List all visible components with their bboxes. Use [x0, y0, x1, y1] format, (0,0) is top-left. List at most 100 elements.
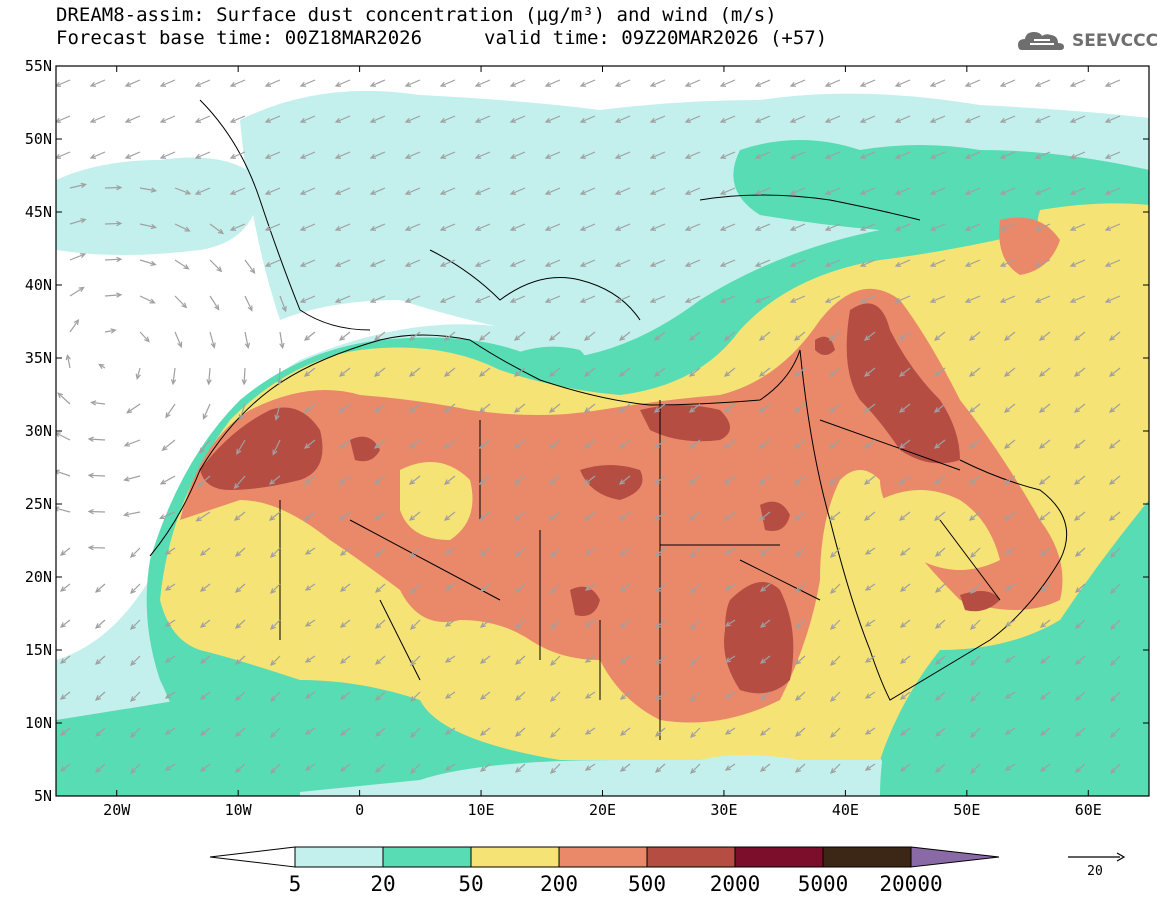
wind-arrowhead — [513, 371, 521, 377]
wind-arrow — [725, 547, 736, 555]
wind-arrowhead — [509, 261, 517, 267]
wind-arrowhead — [894, 189, 902, 195]
wind-arrow — [620, 583, 631, 592]
wind-arrow — [860, 115, 876, 123]
wind-arrow — [165, 403, 176, 418]
wind-arrowhead — [614, 153, 622, 159]
wind-arrowhead — [369, 297, 377, 303]
wind-arrowhead — [513, 443, 521, 449]
wind-arrow — [620, 547, 631, 556]
wind-arrowhead — [404, 153, 412, 159]
wind-arrow — [935, 691, 946, 701]
wind-arrowhead — [1038, 479, 1046, 485]
wind-arrow — [339, 403, 351, 413]
wind-arrow — [725, 727, 736, 735]
wind-arrowhead — [614, 81, 622, 87]
wind-arrowhead — [439, 81, 447, 87]
wind-arrowhead — [933, 335, 941, 341]
wind-arrow — [514, 439, 526, 449]
wind-arrowhead — [754, 225, 762, 231]
wind-arrow — [619, 331, 631, 341]
wind-arrow — [895, 259, 911, 267]
wind-arrow — [755, 295, 771, 303]
wind-arrowhead — [1110, 624, 1116, 630]
wind-arrowhead — [116, 292, 123, 298]
wind-arrow — [479, 403, 491, 413]
wind-arrowhead — [80, 182, 87, 188]
wind-arrowhead — [859, 189, 867, 195]
wind-arrowhead — [964, 261, 972, 267]
wind-arrowhead — [584, 549, 592, 555]
wind-arrow — [480, 727, 491, 736]
wind-arrow — [236, 439, 246, 455]
wind-arrow — [374, 439, 386, 449]
wind-arrow — [475, 151, 491, 159]
wind-arrowhead — [339, 550, 347, 556]
wind-arrow — [584, 403, 596, 413]
wind-arrow — [615, 115, 631, 123]
wind-arrowhead — [339, 694, 347, 700]
wind-arrow — [1004, 511, 1016, 521]
wind-arrow — [440, 79, 456, 87]
wind-arrowhead — [579, 81, 587, 87]
wind-arrowhead — [789, 261, 797, 267]
wind-arrowhead — [970, 552, 976, 558]
wind-arrow — [1035, 151, 1051, 159]
wind-arrow — [690, 727, 701, 738]
wind-arrowhead — [94, 767, 101, 773]
wind-arrowhead — [89, 117, 97, 123]
wind-arrowhead — [229, 153, 237, 159]
wind-arrowhead — [863, 479, 871, 485]
wind-arrow — [690, 547, 701, 558]
wind-arrow — [965, 223, 981, 231]
wind-arrow — [515, 763, 526, 773]
wind-arrowhead — [828, 479, 836, 485]
wind-arrowhead — [970, 660, 976, 666]
wind-arrow — [930, 223, 946, 231]
wind-arrow — [335, 223, 351, 231]
wind-arrowhead — [1034, 153, 1042, 159]
wind-arrowhead — [933, 479, 941, 485]
wind-arrowhead — [614, 261, 622, 267]
wind-arrowhead — [1069, 153, 1077, 159]
wind-arrowhead — [758, 407, 766, 413]
wind-arrowhead — [1004, 765, 1012, 771]
wind-arrow — [339, 475, 351, 485]
wind-arrowhead — [964, 153, 972, 159]
wind-arrowhead — [164, 657, 172, 663]
wind-arrow — [1070, 79, 1086, 87]
wind-arrow — [230, 115, 246, 123]
wind-arrow — [480, 691, 491, 700]
wind-arrowhead — [234, 695, 241, 701]
logo-text: SEEVCCC — [1072, 31, 1159, 51]
wind-arrowhead — [550, 624, 556, 630]
wind-arrow — [1040, 583, 1051, 592]
wind-arrow — [685, 79, 701, 87]
wind-arrowhead — [373, 479, 381, 485]
wind-arrow — [965, 115, 981, 123]
wind-arrowhead — [618, 407, 626, 413]
wind-arrowhead — [130, 732, 136, 738]
wind-arrow — [1075, 691, 1086, 701]
wind-arrow — [405, 259, 421, 267]
wind-arrow — [1035, 115, 1051, 123]
wind-arrow — [370, 223, 386, 231]
wind-arrowhead — [369, 153, 377, 159]
wind-arrow — [370, 187, 386, 195]
wind-arrow — [720, 151, 736, 159]
wind-arrowhead — [830, 660, 836, 666]
wind-arrowhead — [584, 657, 592, 663]
wind-arrow — [409, 439, 421, 449]
wind-arrowhead — [199, 658, 207, 664]
wind-arrowhead — [1074, 551, 1081, 557]
wind-arrow — [1075, 547, 1086, 557]
wind-arrow — [550, 727, 561, 738]
wind-arrowhead — [170, 378, 177, 386]
wind-arrowhead — [478, 479, 486, 485]
wind-arrow — [724, 367, 736, 377]
wind-arrow — [720, 115, 736, 123]
wind-arrowhead — [794, 731, 801, 737]
wind-arrowhead — [1108, 479, 1116, 485]
wind-arrow — [235, 547, 246, 557]
